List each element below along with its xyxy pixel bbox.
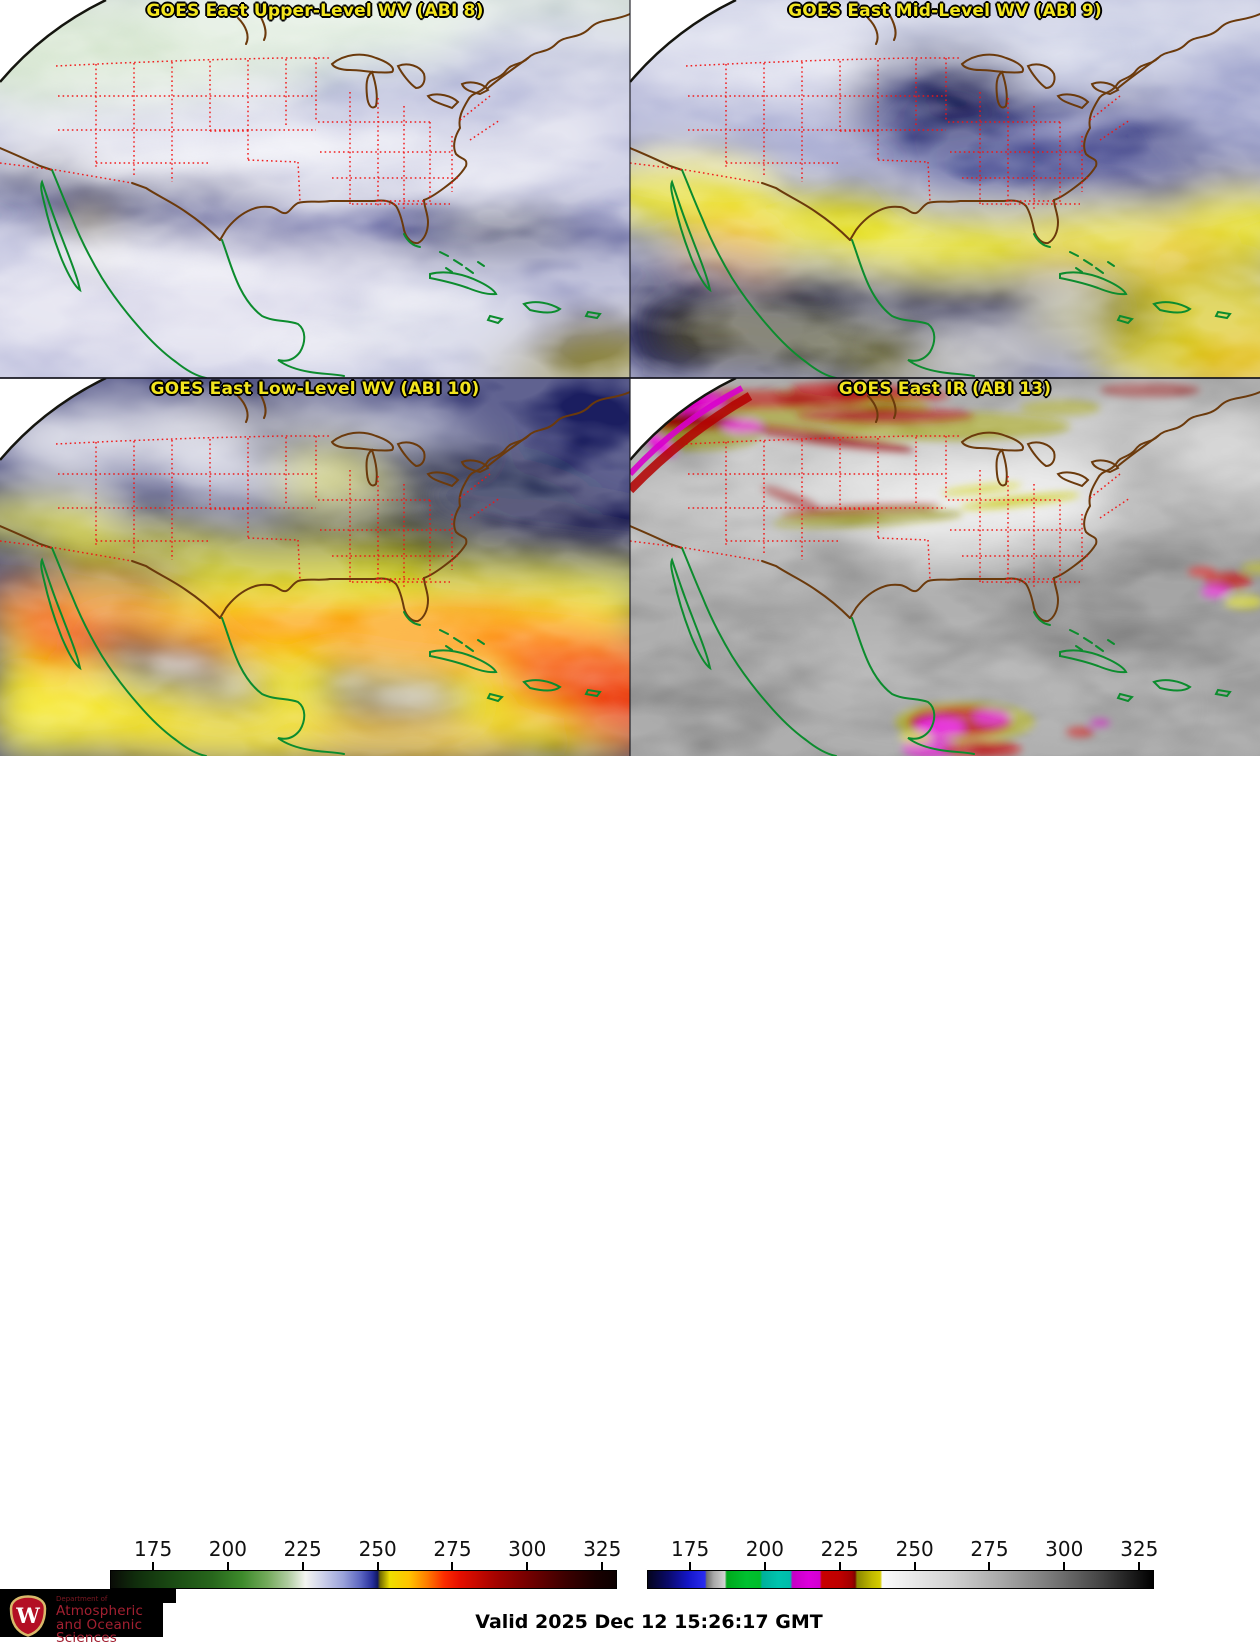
colorbar-tick-mark: [689, 1562, 692, 1570]
logo-department-of: Department of: [56, 1595, 108, 1603]
colorbar-tick-label: 175: [671, 1537, 710, 1561]
colorbar-tick-label: 250: [895, 1537, 934, 1561]
colorbar-tick-label: 225: [283, 1537, 322, 1561]
colorbar-tick-label: 325: [1120, 1537, 1159, 1561]
colorbar-tick-label: 275: [433, 1537, 472, 1561]
panel-mid-level-wv: GOES East Mid-Level WV (ABI 9): [630, 0, 1260, 378]
colorbar-tick-mark: [226, 1562, 229, 1570]
colorbar-tick-mark: [838, 1562, 841, 1570]
uw-crest-icon: W: [9, 1595, 47, 1637]
colorbar-tick-mark: [376, 1562, 379, 1570]
mid-level-wv-image: [630, 0, 1260, 378]
colorbar-tick-label: 275: [970, 1537, 1009, 1561]
colorbar-tick-label: 200: [745, 1537, 784, 1561]
colorbar-tick-label: 250: [358, 1537, 397, 1561]
panel-divider-horizontal: [0, 377, 1260, 379]
panel-low-level-wv: GOES East Low-Level WV (ABI 10): [0, 378, 630, 756]
colorbar-tick-mark: [451, 1562, 454, 1570]
low-level-wv-image: [0, 378, 630, 756]
crest-letter: W: [15, 1603, 40, 1628]
upper-level-wv-image: [0, 0, 630, 378]
panel-upper-level-wv: GOES East Upper-Level WV (ABI 8): [0, 0, 630, 378]
ir-image: [630, 378, 1260, 756]
colorbar-tick-mark: [301, 1562, 304, 1570]
colorbar-tick-label: 175: [134, 1537, 173, 1561]
colorbar-tick-mark: [601, 1562, 604, 1570]
uw-aos-logo: W Department of Atmospheric and Oceanic …: [0, 1594, 163, 1645]
colorbar-tick-mark: [526, 1562, 529, 1570]
logo-atmospheric: Atmospheric: [56, 1603, 144, 1619]
colorbar-tick-label: 325: [583, 1537, 622, 1561]
colorbar-gradient: [647, 1570, 1154, 1589]
colorbar-tick-label: 200: [208, 1537, 247, 1561]
colorbar-tick-label: 300: [508, 1537, 547, 1561]
colorbar-gradient: [110, 1570, 617, 1589]
colorbar-tick-mark: [1138, 1562, 1141, 1570]
colorbar-ir: 175 200 225 250 275 300 325: [647, 1537, 1158, 1589]
footer: 175 200 225 250 275 300 325 175 200 225 250 275 300…: [0, 756, 1260, 1645]
colorbar-tick-mark: [1063, 1562, 1066, 1570]
panel-ir: GOES East IR (ABI 13): [630, 378, 1260, 756]
colorbar-water-vapor: 175 200 225 250 275 300 325: [110, 1537, 621, 1589]
colorbar-tick-mark: [152, 1562, 155, 1570]
colorbar-tick-mark: [913, 1562, 916, 1570]
logo-oceanic-sciences: and Oceanic Sciences: [56, 1616, 143, 1646]
colorbar-tick-mark: [988, 1562, 991, 1570]
colorbar-tick-label: 300: [1045, 1537, 1084, 1561]
valid-time: Valid 2025 Dec 12 15:26:17 GMT: [475, 1611, 823, 1633]
colorbar-tick-mark: [763, 1562, 766, 1570]
colorbar-tick-label: 225: [820, 1537, 859, 1561]
